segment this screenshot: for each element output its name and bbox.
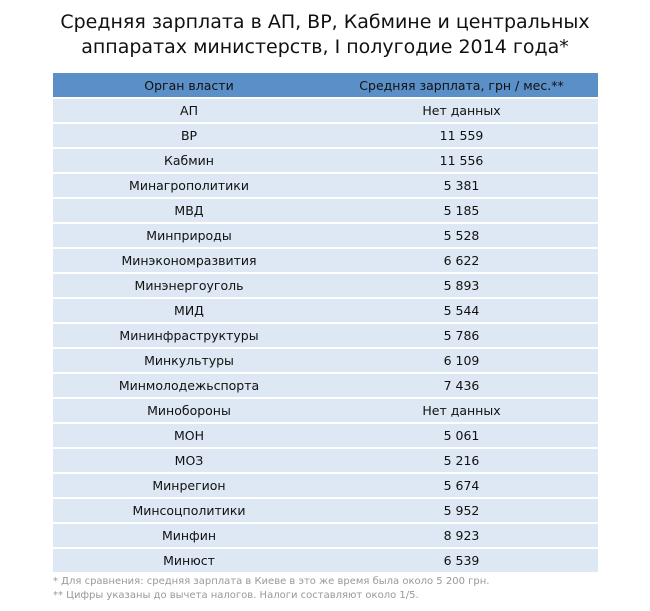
salary-cell: 5 216 <box>443 453 480 468</box>
table-row: Минфин 8 923 <box>53 524 598 547</box>
salary-cell: 5 185 <box>443 203 480 218</box>
salary-cell: 5 528 <box>443 228 480 243</box>
salary-cell: 6 622 <box>443 253 480 268</box>
table-header: Орган власти Средняя зарплата, грн / мес… <box>53 73 598 97</box>
page-title: Средняя зарплата в АП, ВР, Кабмине и цен… <box>0 10 650 60</box>
table-row: АП Нет данных <box>53 99 598 122</box>
table-row: Минобороны Нет данных <box>53 399 598 422</box>
table-row: МОН 5 061 <box>53 424 598 447</box>
table-row: Минприроды 5 528 <box>53 224 598 247</box>
agency-cell: АП <box>180 103 198 118</box>
agency-cell: ВР <box>180 128 198 143</box>
salary-cell: 7 436 <box>443 378 480 393</box>
agency-cell: МОЗ <box>174 453 204 468</box>
agency-cell: Минобороны <box>147 403 231 418</box>
agency-cell: Минфин <box>161 528 217 543</box>
table-row: МИД 5 544 <box>53 299 598 322</box>
salary-cell: 6 539 <box>443 553 480 568</box>
column-header-agency: Орган власти <box>144 77 234 93</box>
table-row: Минмолодежьспорта 7 436 <box>53 374 598 397</box>
table-row: Минкультуры 6 109 <box>53 349 598 372</box>
agency-cell: МВД <box>174 203 204 218</box>
agency-cell: Минэкономразвития <box>121 253 257 268</box>
salary-cell: 5 381 <box>443 178 480 193</box>
salary-cell: 5 786 <box>443 328 480 343</box>
table-row: Минсоцполитики 5 952 <box>53 499 598 522</box>
agency-cell: МИД <box>174 303 204 318</box>
agency-cell: Минюст <box>163 553 215 568</box>
table-row: Минэнергоуголь 5 893 <box>53 274 598 297</box>
salary-cell: 5 893 <box>443 278 480 293</box>
agency-cell: Минрегион <box>152 478 226 493</box>
column-header-salary: Средняя зарплата, грн / мес.** <box>359 77 564 93</box>
table-row: МВД 5 185 <box>53 199 598 222</box>
salary-cell: 11 559 <box>439 128 484 143</box>
table-row: Мининфраструктуры 5 786 <box>53 324 598 347</box>
agency-cell: МОН <box>173 428 205 443</box>
salary-cell: 5 674 <box>443 478 480 493</box>
salary-cell: 5 544 <box>443 303 480 318</box>
table-row: Минагрополитики 5 381 <box>53 174 598 197</box>
table-row: ВР 11 559 <box>53 124 598 147</box>
footnotes: * Для сравнения: средняя зарплата в Киев… <box>53 575 489 603</box>
salary-cell: 6 109 <box>443 353 480 368</box>
table-row: Минэкономразвития 6 622 <box>53 249 598 272</box>
agency-cell: Минприроды <box>146 228 232 243</box>
footnote-2: ** Цифры указаны до вычета налогов. Нало… <box>53 590 419 601</box>
salary-cell: Нет данных <box>422 403 501 418</box>
agency-cell: Минмолодежьспорта <box>118 378 260 393</box>
salary-cell: 11 556 <box>439 153 484 168</box>
salary-cell: 8 923 <box>443 528 480 543</box>
table-row: Минюст 6 539 <box>53 549 598 572</box>
table-row: Минрегион 5 674 <box>53 474 598 497</box>
title-line-2: аппаратах министерств, I полугодие 2014 … <box>81 36 569 58</box>
salary-cell: Нет данных <box>422 103 501 118</box>
agency-cell: Кабмин <box>164 153 214 168</box>
table-row: МОЗ 5 216 <box>53 449 598 472</box>
agency-cell: Мининфраструктуры <box>119 328 259 343</box>
table-row: Кабмин 11 556 <box>53 149 598 172</box>
salary-cell: 5 952 <box>443 503 480 518</box>
salary-cell: 5 061 <box>443 428 480 443</box>
agency-cell: Минэнергоуголь <box>134 278 244 293</box>
agency-cell: Минкультуры <box>144 353 234 368</box>
agency-cell: Минсоцполитики <box>132 503 246 518</box>
salary-table: Орган власти Средняя зарплата, грн / мес… <box>53 73 598 574</box>
agency-cell: Минагрополитики <box>129 178 249 193</box>
title-line-1: Средняя зарплата в АП, ВР, Кабмине и цен… <box>60 11 590 33</box>
footnote-1: * Для сравнения: средняя зарплата в Киев… <box>53 576 490 587</box>
